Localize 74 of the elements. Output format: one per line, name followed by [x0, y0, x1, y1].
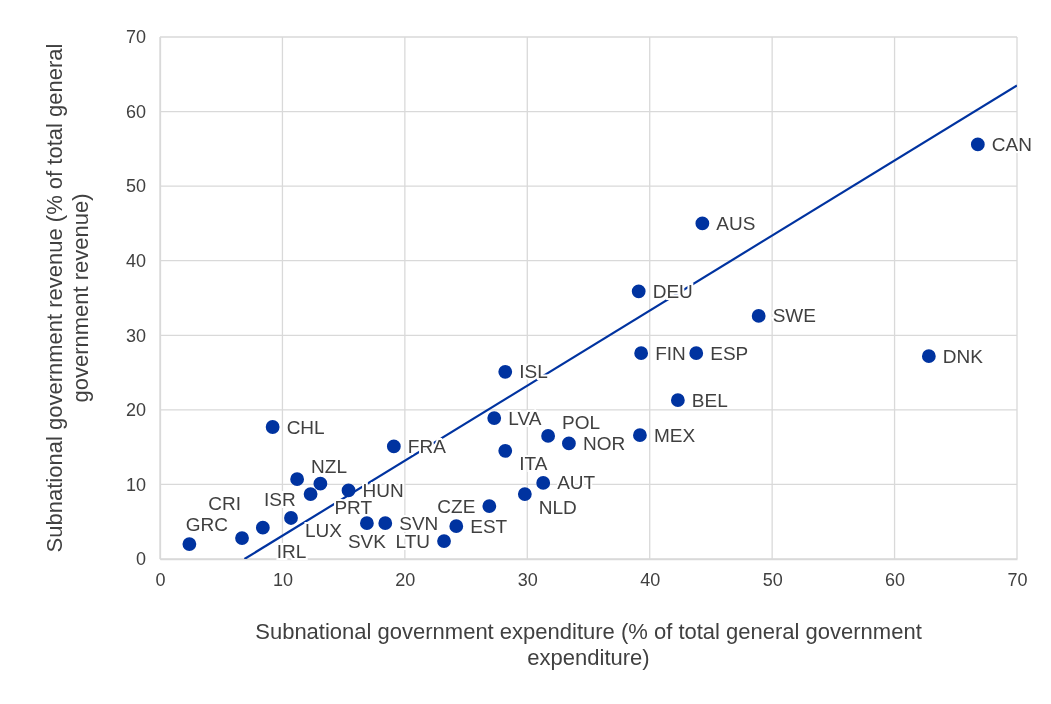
x-tick-label: 70: [1007, 569, 1028, 590]
point: [235, 531, 249, 546]
point: [631, 284, 646, 299]
point: [449, 519, 464, 534]
annotation: CAN: [991, 133, 1032, 155]
point: [182, 537, 197, 551]
annotation: LUX: [305, 520, 343, 542]
point: [255, 520, 270, 535]
point: [634, 346, 649, 361]
annotation: SWE: [772, 305, 816, 327]
annotation: AUT: [557, 472, 596, 494]
annotation: CHL: [286, 416, 325, 438]
y-tick-label: 20: [125, 400, 146, 421]
annotation: NOR: [582, 432, 626, 454]
x-tick-label: 0: [155, 569, 166, 590]
point: [921, 349, 936, 364]
point: [751, 309, 766, 323]
annotation: ITA: [519, 453, 548, 475]
x-tick-label: 30: [517, 569, 538, 590]
annotation: NLD: [538, 496, 577, 518]
x-tick-label: 40: [640, 569, 661, 590]
point: [378, 516, 393, 531]
point: [633, 428, 647, 443]
x-tick-label: 10: [272, 569, 293, 590]
point: [437, 534, 451, 548]
x-tick-label: 20: [395, 569, 416, 590]
y-tick-label: 40: [125, 250, 146, 271]
annotation: SVK: [347, 530, 387, 552]
annotation: FIN: [655, 342, 686, 364]
point: [689, 346, 704, 361]
annotation: MEX: [653, 424, 696, 446]
y-tick-label: 70: [125, 27, 146, 48]
point: [562, 436, 576, 451]
x-tick-label: 60: [885, 569, 906, 590]
point: [498, 443, 513, 458]
point: [487, 411, 502, 425]
y-tick-label: 60: [125, 101, 146, 122]
annotation: CZE: [437, 495, 476, 517]
point: [341, 483, 356, 498]
annotation: GRC: [185, 513, 229, 535]
annotation: LVA: [508, 407, 542, 429]
annotation: ISL: [519, 361, 548, 383]
y-tick-label: 30: [125, 325, 146, 346]
point: [517, 487, 532, 502]
point: [695, 216, 710, 231]
point: [970, 137, 985, 152]
annotation: DNK: [942, 345, 984, 367]
annotation: NZL: [311, 455, 348, 477]
annotation: IRL: [276, 541, 307, 563]
point: [284, 511, 298, 525]
annotation: BEL: [691, 389, 728, 411]
annotation: ISR: [263, 488, 296, 510]
annotation: ESP: [710, 342, 749, 364]
point: [386, 439, 401, 454]
annotation: CRI: [208, 492, 241, 514]
annotation: EST: [470, 515, 508, 537]
point: [265, 420, 280, 434]
x-tick-label: 50: [762, 569, 783, 590]
annotation: AUS: [716, 212, 756, 234]
y-tick-label: 0: [135, 549, 146, 570]
y-axis-title: Subnational government revenue (% of total general government revenue): [42, 43, 94, 553]
point: [536, 476, 551, 490]
point: [359, 516, 374, 531]
point: [313, 476, 328, 491]
y-tick-label: 10: [125, 474, 146, 495]
x-axis-title: Subnational government expenditure (% of total general government expenditure): [255, 619, 922, 671]
point: [498, 364, 513, 379]
point: [290, 472, 305, 487]
point: [482, 499, 497, 513]
annotation: POL: [562, 412, 601, 434]
point: [541, 429, 556, 443]
y-tick-label: 50: [125, 176, 146, 197]
point: [303, 487, 318, 502]
point: [670, 393, 685, 408]
